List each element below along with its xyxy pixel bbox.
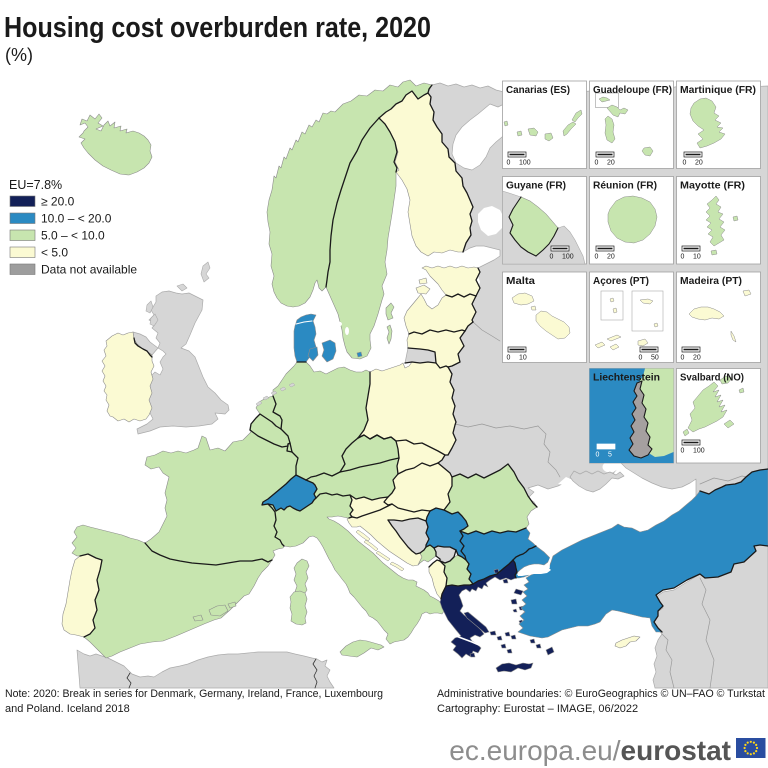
svg-text:20: 20 (607, 160, 615, 167)
svg-text:Guadeloupe (FR): Guadeloupe (FR) (593, 84, 672, 96)
svg-text:Liechtenstein: Liechtenstein (593, 372, 660, 384)
svg-text:Canarias (ES): Canarias (ES) (506, 84, 570, 96)
svg-text:0: 0 (683, 160, 687, 167)
svg-text:0: 0 (639, 355, 643, 362)
svg-text:0: 0 (507, 355, 511, 362)
svg-text:50: 50 (651, 355, 659, 362)
svg-text:100: 100 (519, 160, 531, 167)
svg-text:Açores (PT): Açores (PT) (593, 275, 649, 287)
svg-text:20: 20 (607, 254, 615, 261)
svg-text:0: 0 (507, 160, 511, 167)
svg-text:EU=7.8%: EU=7.8% (9, 178, 62, 192)
svg-text:10: 10 (693, 254, 701, 261)
svg-text:< 5.0: < 5.0 (41, 246, 68, 260)
svg-text:Note: 2020: Break in series fo: Note: 2020: Break in series for Denmark,… (5, 688, 383, 700)
svg-text:Svalbard (NO): Svalbard (NO) (680, 372, 744, 384)
svg-text:10: 10 (519, 355, 527, 362)
svg-text:Malta: Malta (506, 275, 535, 287)
svg-text:≥ 20.0: ≥ 20.0 (41, 195, 75, 209)
svg-text:0: 0 (595, 254, 599, 261)
svg-text:5.0 – < 10.0: 5.0 – < 10.0 (41, 229, 105, 243)
svg-text:0: 0 (595, 160, 599, 167)
svg-text:Data not available: Data not available (41, 263, 137, 277)
svg-text:Housing cost overburden rate,: Housing cost overburden rate, 2020 (4, 12, 431, 44)
svg-text:Réunion (FR): Réunion (FR) (593, 180, 657, 192)
svg-text:20: 20 (695, 160, 703, 167)
svg-text:0: 0 (681, 355, 685, 362)
svg-text:Madeira (PT): Madeira (PT) (680, 275, 742, 287)
svg-text:10.0 – < 20.0: 10.0 – < 20.0 (41, 212, 112, 226)
svg-text:and Poland. Iceland 2018: and Poland. Iceland 2018 (5, 703, 130, 715)
svg-text:5: 5 (608, 452, 612, 459)
svg-text:100: 100 (562, 254, 574, 261)
svg-text:Martinique (FR): Martinique (FR) (680, 84, 756, 96)
svg-text:ec.europa.eu/eurostat: ec.europa.eu/eurostat (449, 735, 731, 766)
svg-text:0: 0 (550, 254, 554, 261)
svg-text:0: 0 (681, 254, 685, 261)
svg-text:(%): (%) (5, 45, 33, 65)
svg-text:0: 0 (596, 452, 600, 459)
svg-text:100: 100 (693, 448, 705, 455)
svg-text:Administrative boundaries: © E: Administrative boundaries: © EuroGeograp… (437, 688, 765, 700)
svg-text:20: 20 (693, 355, 701, 362)
svg-text:0: 0 (681, 448, 685, 455)
svg-text:Cartography: Eurostat – IMAGE,: Cartography: Eurostat – IMAGE, 06/2022 (437, 703, 638, 715)
svg-text:Mayotte (FR): Mayotte (FR) (680, 180, 745, 192)
svg-text:Guyane (FR): Guyane (FR) (506, 180, 566, 192)
